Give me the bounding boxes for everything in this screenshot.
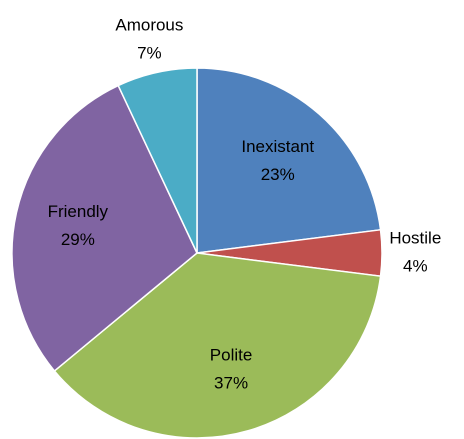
slice-label: Hostile <box>389 228 441 247</box>
slice-value-label: 37% <box>214 374 248 393</box>
slice-value-label: 23% <box>261 165 295 184</box>
slice-value-label: 4% <box>403 256 428 275</box>
pie-slice <box>53 252 382 439</box>
pie-slice <box>11 84 198 372</box>
pie-slice <box>117 67 198 254</box>
pie-slice <box>196 67 382 254</box>
slice-label: Polite <box>210 346 253 365</box>
slice-label: Amorous <box>115 15 183 34</box>
slice-label: Friendly <box>48 202 109 221</box>
slice-label: Inexistant <box>241 137 314 156</box>
slice-value-label: 7% <box>137 43 162 62</box>
slice-value-label: 29% <box>61 230 95 249</box>
